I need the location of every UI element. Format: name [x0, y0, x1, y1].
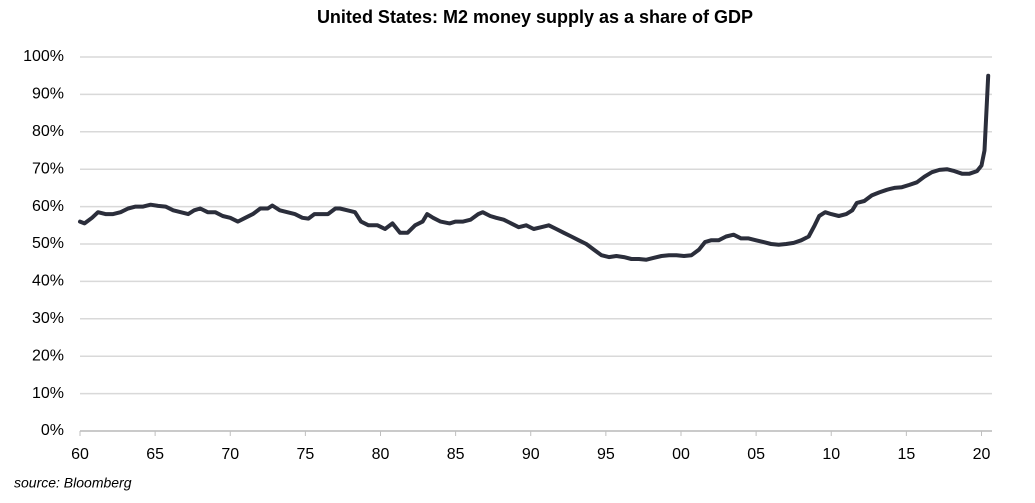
x-tick-label: 10	[822, 446, 840, 463]
x-tick-label: 05	[747, 446, 765, 463]
y-tick-label: 30%	[32, 310, 64, 327]
y-tick-label: 10%	[32, 385, 64, 402]
y-tick-label: 50%	[32, 235, 64, 252]
x-tick-label: 15	[897, 446, 915, 463]
x-tick-label: 90	[522, 446, 540, 463]
y-tick-label: 70%	[32, 160, 64, 177]
x-tick-label: 65	[146, 446, 164, 463]
y-tick-label: 0%	[41, 422, 64, 439]
chart-title: United States: M2 money supply as a shar…	[317, 7, 753, 27]
series-line	[78, 73, 991, 262]
x-tick-label: 85	[447, 446, 465, 463]
x-tick-label: 70	[221, 446, 239, 463]
y-tick-label: 20%	[32, 347, 64, 364]
x-tick-label: 75	[296, 446, 314, 463]
x-tick-label: 00	[672, 446, 690, 463]
x-tick-label: 60	[71, 446, 89, 463]
source-note: source: Bloomberg	[14, 475, 132, 491]
y-tick-label: 40%	[32, 273, 64, 290]
x-tick-label: 95	[597, 446, 615, 463]
y-tick-label: 80%	[32, 123, 64, 140]
x-tick-label: 80	[372, 446, 390, 463]
x-tick-label: 20	[973, 446, 991, 463]
y-tick-label: 90%	[32, 86, 64, 103]
y-tick-label: 100%	[23, 48, 64, 65]
y-tick-label: 60%	[32, 198, 64, 215]
